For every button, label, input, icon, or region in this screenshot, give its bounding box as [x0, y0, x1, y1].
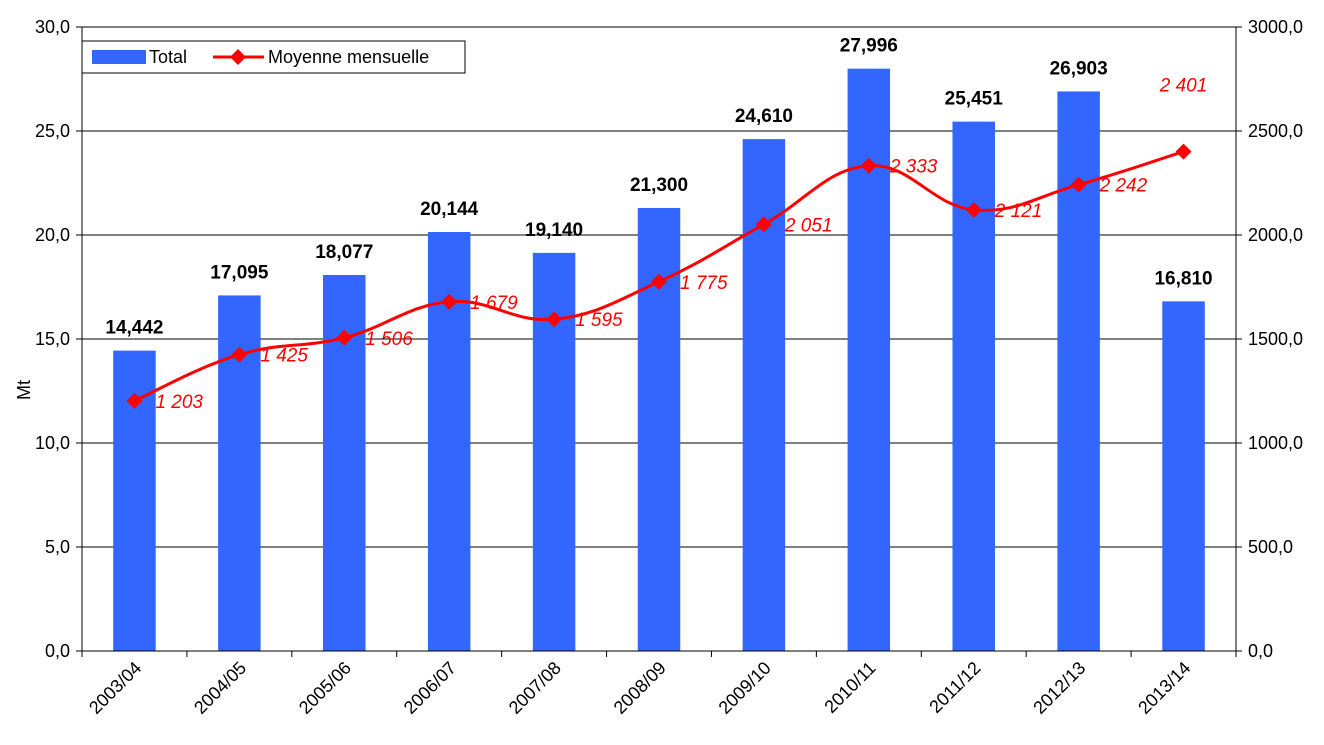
y2-tick-label: 2000,0: [1248, 225, 1303, 245]
line-marker: [126, 392, 143, 409]
x-tick-label: 2013/14: [1134, 658, 1194, 718]
line-data-label: 1 203: [155, 392, 203, 413]
bar-data-label: 27,996: [840, 36, 898, 57]
line-marker: [1070, 176, 1087, 193]
line-marker: [441, 293, 458, 310]
bar-data-label: 26,903: [1050, 58, 1108, 79]
line-series: [126, 143, 1192, 409]
x-tick-label: 2008/09: [610, 658, 670, 718]
y-tick-label: 20,0: [35, 225, 70, 245]
bar: [847, 68, 891, 651]
line-marker: [651, 273, 667, 290]
y-tick-label: 0,0: [45, 641, 70, 661]
legend-total-label: Total: [149, 47, 187, 67]
bar-data-label: 19,140: [525, 220, 583, 241]
line-data-label: 2 242: [1099, 176, 1148, 197]
y2-tick-label: 0,0: [1248, 641, 1273, 661]
line-marker: [860, 157, 877, 174]
x-tick-label: 2010/11: [820, 658, 879, 717]
y2-tick-label: 1500,0: [1248, 329, 1303, 349]
bar-data-label: 20,144: [420, 199, 479, 220]
line-data-label: 1 506: [365, 329, 413, 350]
line-data-label: 2 121: [994, 201, 1043, 222]
bar-data-label: 25,451: [945, 89, 1004, 110]
y-tick-label: 25,0: [35, 121, 70, 141]
line-data-label: 2 333: [889, 157, 938, 178]
y-tick-label: 15,0: [35, 329, 70, 349]
line-data-label: 1 425: [260, 346, 308, 367]
bar-data-label: 24,610: [735, 106, 793, 127]
line-marker: [231, 346, 248, 363]
bar: [952, 121, 995, 651]
x-tick-label: 2007/08: [505, 658, 565, 718]
legend-moyenne-label: Moyenne mensuelle: [268, 47, 429, 67]
axes: [76, 26, 1242, 657]
y-tick-label: 10,0: [35, 433, 70, 453]
line-marker: [546, 311, 563, 328]
y2-tick-label: 3000,0: [1248, 17, 1303, 37]
legend-total-swatch: [92, 50, 146, 64]
x-tick-label: 2012/13: [1029, 658, 1089, 718]
line-data-label: 1 595: [575, 310, 623, 331]
bar-data-label: 16,810: [1154, 268, 1212, 289]
line-marker: [336, 329, 353, 346]
x-tick-label: 2009/10: [715, 658, 775, 718]
data-labels: 14,442 17,095 18,077 20,144 19,140 21,300 24,6…: [105, 36, 1212, 413]
bar: [1162, 301, 1205, 651]
y-tick-label: 30,0: [35, 17, 70, 37]
x-tick-label: 2004/05: [190, 658, 250, 718]
y2-tick-label: 500,0: [1248, 537, 1293, 557]
x-tick-label: 2003/04: [85, 658, 145, 718]
bar-data-label: 18,077: [315, 242, 373, 263]
y2-tick-label: 2500,0: [1248, 121, 1303, 141]
y-tick-label: 5,0: [45, 537, 70, 557]
line-data-label: 2 051: [784, 215, 833, 236]
bar-data-label: 14,442: [105, 318, 163, 339]
legend: Total Moyenne mensuelle: [81, 40, 466, 74]
line-marker: [965, 201, 982, 218]
bar: [1057, 91, 1100, 651]
line-data-label: 1 679: [470, 293, 518, 314]
line-data-label: 1 775: [680, 273, 728, 294]
bar-data-label: 17,095: [210, 262, 269, 283]
y2-tick-label: 1000,0: [1248, 433, 1303, 453]
x-tick-label: 2005/06: [295, 658, 355, 718]
bar-data-label: 21,300: [630, 175, 688, 196]
x-tick-label: 2011/12: [925, 658, 984, 717]
y-axis-title: Mt: [14, 380, 34, 400]
line-marker: [1175, 143, 1192, 160]
line-marker: [755, 216, 772, 233]
line-data-label: 2 401: [1159, 76, 1208, 97]
x-tick-label: 2006/07: [400, 658, 460, 718]
legend-moyenne-marker: [230, 49, 246, 65]
